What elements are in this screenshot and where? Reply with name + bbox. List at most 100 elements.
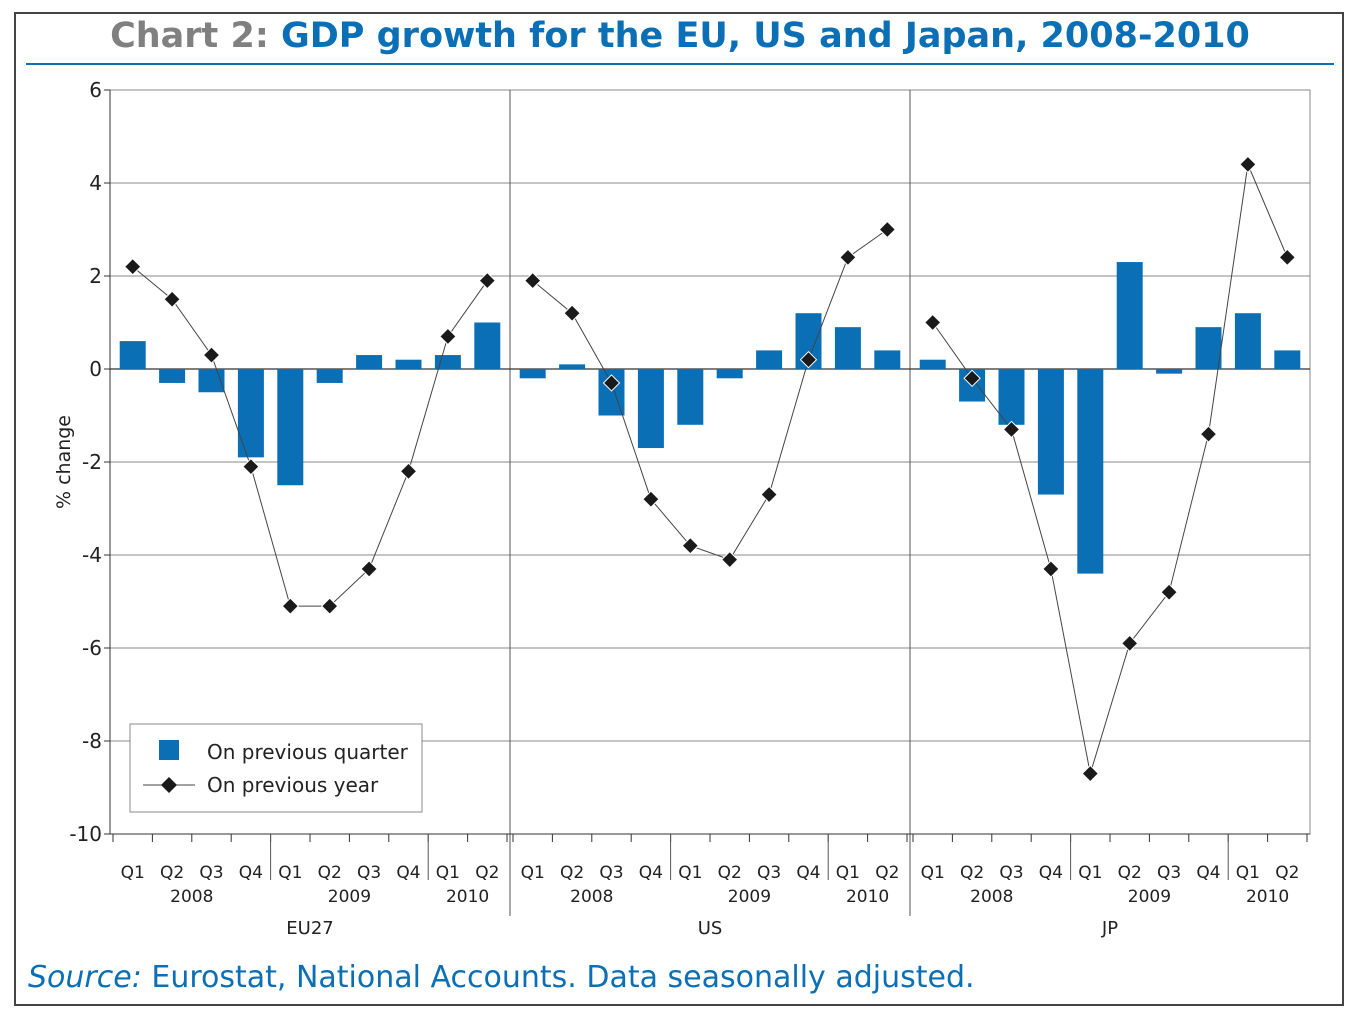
- marker-on-previous-year: [602, 374, 621, 392]
- bar-on-previous-quarter: [356, 355, 383, 369]
- quarter-label: Q3: [1157, 863, 1181, 883]
- year-label: 2009: [328, 887, 371, 907]
- quarter-label: Q2: [1118, 863, 1142, 883]
- marker-on-previous-year: [523, 271, 542, 290]
- bar-on-previous-quarter: [1234, 313, 1261, 369]
- quarter-label: Q1: [836, 863, 860, 883]
- y-tick-label: 6: [89, 78, 102, 102]
- quarter-label: Q4: [239, 863, 263, 883]
- bar-on-previous-quarter: [834, 327, 861, 369]
- quarter-label: Q2: [475, 863, 499, 883]
- marker-on-previous-year: [1081, 764, 1100, 783]
- marker-on-previous-year: [360, 560, 378, 578]
- year-label: 2010: [446, 887, 489, 907]
- bar-on-previous-quarter: [1195, 327, 1222, 369]
- legend-box: [129, 723, 423, 813]
- y-tick-label: -4: [82, 543, 102, 567]
- year-label: 2008: [970, 887, 1013, 907]
- quarter-label: Q1: [521, 863, 545, 883]
- bar-on-previous-quarter: [677, 369, 704, 425]
- marker-on-previous-year: [439, 327, 457, 346]
- marker-on-previous-year: [681, 536, 700, 555]
- bar-on-previous-quarter: [316, 369, 343, 383]
- marker-on-previous-year: [642, 490, 660, 508]
- quarter-label: Q3: [999, 863, 1023, 883]
- quarter-label: Q3: [199, 863, 223, 883]
- y-tick-label: 2: [89, 264, 102, 288]
- marker-on-previous-year: [1160, 583, 1178, 601]
- marker-on-previous-year: [720, 550, 739, 569]
- year-label: 2009: [728, 887, 771, 907]
- quarter-label: Q1: [1236, 863, 1260, 883]
- marker-on-previous-year: [281, 597, 300, 615]
- panel-label: JP: [1101, 918, 1118, 939]
- year-label: 2008: [570, 887, 613, 907]
- marker-on-previous-year: [320, 597, 339, 615]
- bar-on-previous-quarter: [1156, 369, 1183, 374]
- quarter-label: Q4: [396, 863, 420, 883]
- marker-on-previous-year: [399, 462, 418, 481]
- bar-on-previous-quarter: [1116, 262, 1143, 369]
- y-tick-label: 4: [89, 171, 102, 195]
- bar-on-previous-quarter: [756, 350, 783, 369]
- bar-on-previous-quarter: [395, 359, 422, 369]
- marker-on-previous-year: [799, 350, 818, 369]
- marker-on-previous-year: [242, 457, 260, 476]
- quarter-label: Q4: [639, 863, 663, 883]
- quarter-label: Q4: [796, 863, 820, 883]
- line-on-previous-year: [132, 266, 488, 607]
- source-label: Source:: [28, 960, 142, 995]
- bar-on-previous-quarter: [119, 341, 146, 369]
- bar-on-previous-quarter: [559, 364, 586, 369]
- bar-on-previous-quarter: [919, 359, 946, 369]
- bar-on-previous-quarter: [519, 369, 546, 379]
- legend-label-on-previous-year: On previous year: [207, 773, 379, 797]
- quarter-label: Q1: [121, 863, 145, 883]
- y-tick-label: -6: [82, 636, 102, 660]
- marker-on-previous-year: [1120, 634, 1139, 653]
- quarter-label: Q4: [1039, 863, 1063, 883]
- chart-title-prefix: Chart 2:: [110, 16, 269, 56]
- year-label: 2010: [1246, 887, 1289, 907]
- panel-label: US: [698, 918, 723, 939]
- quarter-label: Q3: [757, 863, 781, 883]
- bar-on-previous-quarter: [637, 369, 664, 449]
- quarter-label: Q1: [436, 863, 460, 883]
- quarter-label: Q2: [560, 863, 584, 883]
- line-on-previous-year: [532, 229, 888, 561]
- bar-on-previous-quarter: [474, 322, 501, 369]
- quarter-label: Q4: [1196, 863, 1220, 883]
- year-label: 2008: [170, 887, 213, 907]
- quarter-label: Q3: [599, 863, 623, 883]
- source-text: Eurostat, National Accounts. Data season…: [151, 960, 975, 995]
- quarter-label: Q2: [875, 863, 899, 883]
- bar-on-previous-quarter: [1077, 369, 1104, 574]
- marker-on-previous-year: [1042, 560, 1060, 578]
- marker-on-previous-year: [202, 346, 221, 364]
- marker-on-previous-year: [1278, 248, 1297, 267]
- marker-on-previous-year: [839, 248, 857, 267]
- quarter-label: Q2: [160, 863, 184, 883]
- marker-on-previous-year: [563, 304, 581, 322]
- marker-on-previous-year: [478, 271, 497, 290]
- marker-on-previous-year: [163, 290, 181, 308]
- chart-title: Chart 2: GDP growth for the EU, US and J…: [0, 16, 1360, 56]
- bar-on-previous-quarter: [1037, 369, 1064, 495]
- panel-label: EU27: [286, 918, 333, 939]
- legend-swatch-marker: [161, 777, 177, 793]
- marker-on-previous-year: [123, 257, 142, 276]
- bar-on-previous-quarter: [716, 369, 743, 379]
- y-tick-label: -10: [69, 822, 102, 846]
- quarter-label: Q2: [318, 863, 342, 883]
- legend-label-on-previous-quarter: On previous quarter: [207, 740, 409, 764]
- bar-on-previous-quarter: [998, 369, 1025, 425]
- year-label: 2009: [1128, 887, 1171, 907]
- marker-on-previous-year: [760, 485, 778, 504]
- quarter-label: Q1: [1078, 863, 1102, 883]
- quarter-label: Q2: [960, 863, 984, 883]
- marker-on-previous-year: [878, 220, 897, 239]
- quarter-label: Q2: [1275, 863, 1299, 883]
- quarter-label: Q1: [278, 863, 302, 883]
- quarter-label: Q1: [921, 863, 945, 883]
- marker-on-previous-year: [963, 369, 981, 388]
